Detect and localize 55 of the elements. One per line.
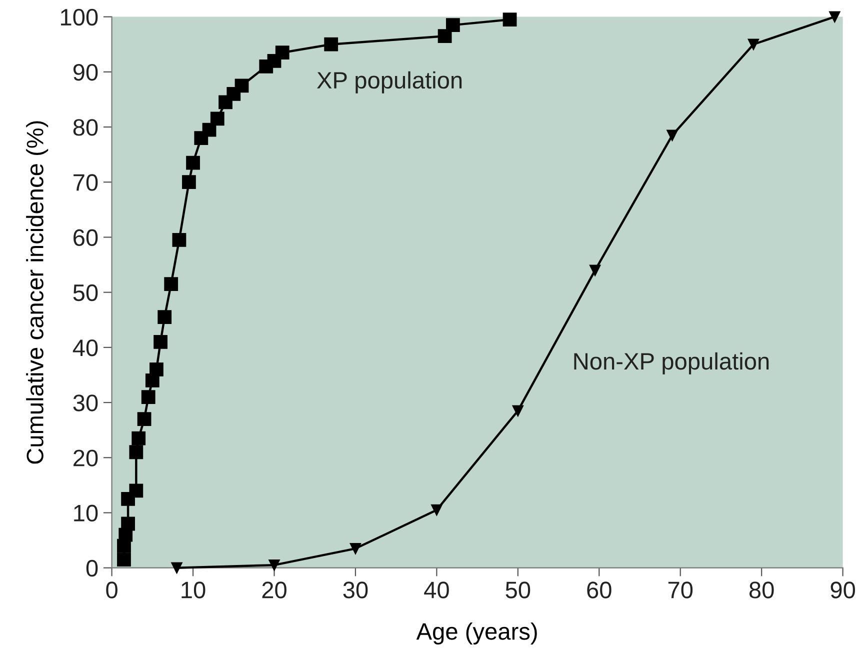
point xyxy=(350,543,362,554)
x-tick-label: 10 xyxy=(182,582,206,598)
series-label: Non-XP population xyxy=(574,352,769,374)
point xyxy=(158,310,172,324)
x-tick-label: 50 xyxy=(506,582,530,598)
point xyxy=(502,12,517,26)
point xyxy=(186,156,200,170)
point xyxy=(438,29,452,44)
point xyxy=(150,362,164,376)
point xyxy=(748,38,760,50)
point xyxy=(154,334,168,349)
y-tick-label: 60 xyxy=(74,229,98,246)
point xyxy=(182,175,196,190)
point xyxy=(171,562,182,574)
point xyxy=(829,11,840,22)
point xyxy=(324,37,338,52)
x-tick-label: 60 xyxy=(587,582,612,598)
point xyxy=(666,130,678,141)
point xyxy=(141,390,156,404)
point xyxy=(121,516,135,531)
point xyxy=(275,46,290,60)
series-label: XP population xyxy=(317,71,462,94)
point xyxy=(129,445,144,460)
y-tick-label: 70 xyxy=(74,174,98,191)
y-tick-label: 30 xyxy=(73,394,98,412)
y-tick-label: 10 xyxy=(74,504,98,522)
y-tick-label: 80 xyxy=(73,119,98,136)
x-axis-title: Age (years) xyxy=(416,622,537,644)
point xyxy=(172,233,186,247)
y-tick-label: 40 xyxy=(72,339,98,356)
point xyxy=(129,484,144,498)
point xyxy=(132,431,146,446)
point xyxy=(446,18,460,32)
point xyxy=(137,412,152,426)
y-tick-label: 0 xyxy=(86,560,98,577)
y-axis-title: Cumulative cancer incidence (%) xyxy=(26,121,48,464)
x-tick-label: 0 xyxy=(106,582,118,598)
y-tick-label: 90 xyxy=(73,64,98,81)
y-tick-label: 20 xyxy=(74,450,98,466)
y-tick-label: 50 xyxy=(73,284,98,302)
x-tick-label: 20 xyxy=(262,582,286,598)
point xyxy=(234,78,249,93)
point xyxy=(268,560,280,571)
point xyxy=(164,277,178,291)
x-tick-label: 30 xyxy=(343,582,368,598)
point xyxy=(431,504,442,516)
point xyxy=(590,264,601,276)
x-tick-label: 80 xyxy=(749,582,774,598)
point xyxy=(512,405,524,416)
point xyxy=(210,112,224,126)
x-tick-label: 90 xyxy=(830,582,856,598)
x-tick-label: 40 xyxy=(424,582,449,598)
x-tick-label: 70 xyxy=(668,582,693,598)
y-tick-label: 100 xyxy=(61,8,98,26)
point xyxy=(117,552,131,567)
